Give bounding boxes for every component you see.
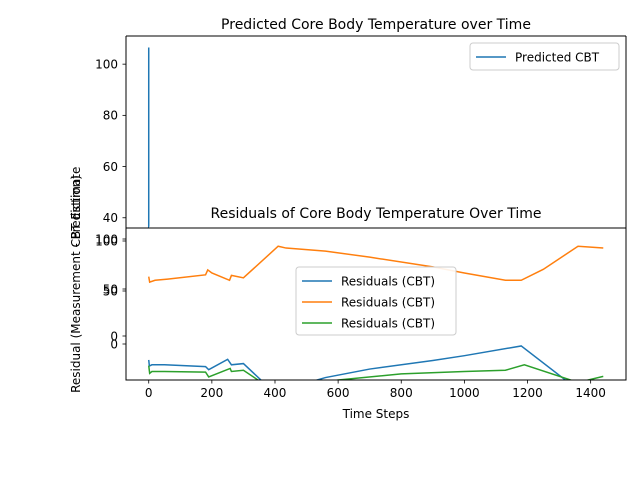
bottom-y-tick-label: 50 bbox=[103, 282, 118, 296]
bottom-legend: Residuals (CBT) Residuals (CBT) Residual… bbox=[295, 266, 457, 336]
bottom-series-line bbox=[147, 345, 567, 380]
bottom-x-tick-label: 400 bbox=[264, 386, 287, 400]
bottom-x-tick-label: 800 bbox=[390, 386, 413, 400]
bottom-y-tick-label: 50 bbox=[103, 284, 118, 298]
top-y-tick-label: 100 bbox=[95, 57, 118, 71]
top-y-tick-label: 40 bbox=[103, 211, 118, 225]
top-y-axis-ticks: 40 60 80 100 bbox=[95, 57, 126, 225]
bottom-y-tick-label: 0 bbox=[110, 337, 118, 351]
bottom-x-axis-ticks: 0 200 400 600 800 1000 1200 1400 bbox=[145, 380, 606, 400]
bottom-legend-label-green: Residuals (CBT) bbox=[341, 317, 435, 331]
top-legend-label: Predicted CBT bbox=[515, 51, 600, 65]
top-y-tick-label: 60 bbox=[103, 160, 118, 174]
bottom-y-tick-label: 100 bbox=[95, 234, 118, 248]
bottom-y-axis-label: Residual (Measurement - Prediction) bbox=[69, 175, 83, 393]
bottom-x-tick-label: 0 bbox=[145, 386, 153, 400]
bottom-x-tick-label: 1000 bbox=[449, 386, 480, 400]
bottom-y-tick-label: 100 bbox=[95, 232, 118, 246]
bottom-series-line bbox=[147, 364, 604, 380]
bottom-series-line bbox=[147, 245, 604, 284]
bottom-x-tick-label: 1200 bbox=[512, 386, 543, 400]
bottom-series-lines bbox=[147, 245, 604, 380]
bottom-x-tick-label: 200 bbox=[200, 386, 223, 400]
bottom-chart-title: Residuals of Core Body Temperature Over … bbox=[211, 206, 542, 222]
bottom-x-tick-label: 600 bbox=[327, 386, 350, 400]
bottom-x-tick-label: 1400 bbox=[575, 386, 606, 400]
bottom-y-tick-label: 0 bbox=[110, 329, 118, 343]
bottom-legend-label-orange: Residuals (CBT) bbox=[341, 296, 435, 310]
bottom-legend-label-blue: Residuals (CBT) bbox=[341, 275, 435, 289]
top-chart: 40 60 80 100 Predicted Core Body Temperatur… bbox=[69, 17, 626, 247]
top-legend: Predicted CBT bbox=[469, 42, 620, 71]
top-y-tick-label: 80 bbox=[103, 109, 118, 123]
bottom-x-axis-label: Time Steps bbox=[342, 407, 410, 421]
bottom-legend-box bbox=[295, 266, 457, 336]
top-y-axis-label: CBT Estimate bbox=[69, 167, 83, 248]
top-plot-frame bbox=[125, 35, 627, 228]
bottom-plot-frame bbox=[125, 227, 627, 381]
top-chart-title: Predicted Core Body Temperature over Tim… bbox=[221, 17, 531, 33]
top-legend-box bbox=[469, 42, 620, 71]
